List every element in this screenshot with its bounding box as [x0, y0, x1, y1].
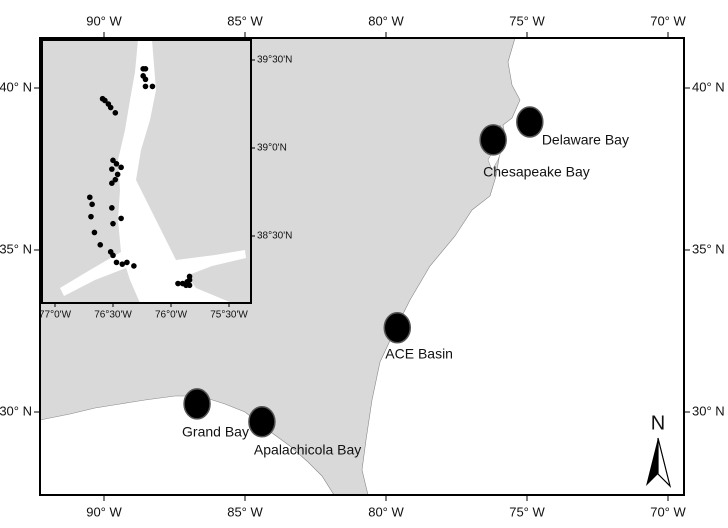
inset-point: [119, 261, 126, 267]
inset-point: [118, 215, 124, 222]
inset-point: [97, 242, 104, 248]
lon-label: 70° W: [650, 13, 686, 28]
inset-bay: [118, 40, 232, 303]
site-label: Delaware Bay: [542, 132, 629, 148]
inset-point: [124, 259, 130, 266]
inset-point: [89, 201, 95, 208]
inset-point: [110, 157, 116, 164]
site-label: ACE Basin: [385, 345, 453, 361]
lon-label: 85° W: [227, 13, 263, 28]
inset-point: [113, 161, 120, 167]
inset-lon-label: 75°30'W: [210, 310, 248, 321]
inset-point: [186, 273, 193, 280]
inset-lat-label: 39°30'N: [257, 55, 292, 66]
lon-label: 70° W: [650, 504, 686, 519]
lon-label: 75° W: [509, 504, 545, 519]
site-marker: [516, 106, 544, 138]
site-label: Chesapeake Bay: [483, 164, 590, 180]
site-label: Apalachicola Bay: [254, 441, 361, 457]
main-layer: Delaware Bay Chesapeake Bay ACE Basin Grand…: [182, 106, 629, 457]
inset-lon-label: 76°30'W: [94, 310, 132, 321]
site-marker: [479, 124, 507, 156]
site-marker: [183, 388, 211, 420]
inset-point: [109, 205, 115, 211]
site-marker: [248, 405, 276, 438]
inset-point: [142, 66, 149, 72]
inset-point: [109, 180, 115, 186]
inset-point: [110, 220, 116, 227]
inset-point: [114, 171, 121, 178]
north-label: N: [651, 412, 665, 434]
lon-label: 80° W: [368, 504, 404, 519]
inset-point: [186, 282, 193, 289]
arrow-left: [646, 438, 658, 486]
arrow-right: [657, 437, 672, 488]
inset-point: [175, 280, 181, 287]
inset-layer: [87, 66, 193, 289]
inset-point: [118, 164, 124, 171]
lat-label: 30° N: [0, 403, 32, 418]
inset-frame: [41, 39, 252, 304]
inset-point: [91, 229, 98, 236]
inset-lat-label: 39°0'N: [257, 143, 287, 154]
gulf-of-mexico: [39, 395, 335, 496]
north-arrow: N: [646, 412, 672, 488]
inset-point: [107, 104, 114, 111]
lat-label: 35° N: [692, 241, 725, 256]
site-marker: [383, 312, 412, 344]
inset-point: [87, 194, 93, 201]
inset-lon-label: 77°0'W: [39, 310, 72, 321]
inset-point: [102, 97, 108, 104]
inset-point: [88, 213, 94, 220]
inset-lat-label: 38°30'N: [257, 231, 292, 242]
lon-label: 90° W: [86, 504, 122, 519]
inset-point: [113, 259, 120, 266]
site-label: Grand Bay: [182, 424, 249, 440]
inset-point: [110, 252, 116, 259]
inset-point: [112, 176, 119, 183]
inset-river: [60, 252, 126, 296]
inset-point: [149, 83, 156, 90]
atlantic-ocean: [361, 37, 685, 496]
inset-point: [142, 76, 149, 83]
inset: [41, 39, 252, 304]
lat-label: 40° N: [692, 79, 725, 94]
inset-lon-label: 76°0'W: [155, 310, 188, 321]
lon-label: 90° W: [86, 13, 122, 28]
lat-label: 30° N: [692, 403, 725, 418]
lat-label: 40° N: [0, 79, 32, 94]
inset-point: [131, 263, 137, 269]
lon-label: 80° W: [368, 13, 404, 28]
lat-label: 35° N: [0, 241, 32, 256]
inset-point: [109, 166, 115, 172]
inset-point: [142, 83, 149, 90]
lon-label: 75° W: [509, 13, 545, 28]
inset-sound: [176, 250, 246, 276]
lon-label: 85° W: [227, 504, 263, 519]
inset-point: [112, 110, 119, 116]
map-frame: [39, 37, 685, 496]
